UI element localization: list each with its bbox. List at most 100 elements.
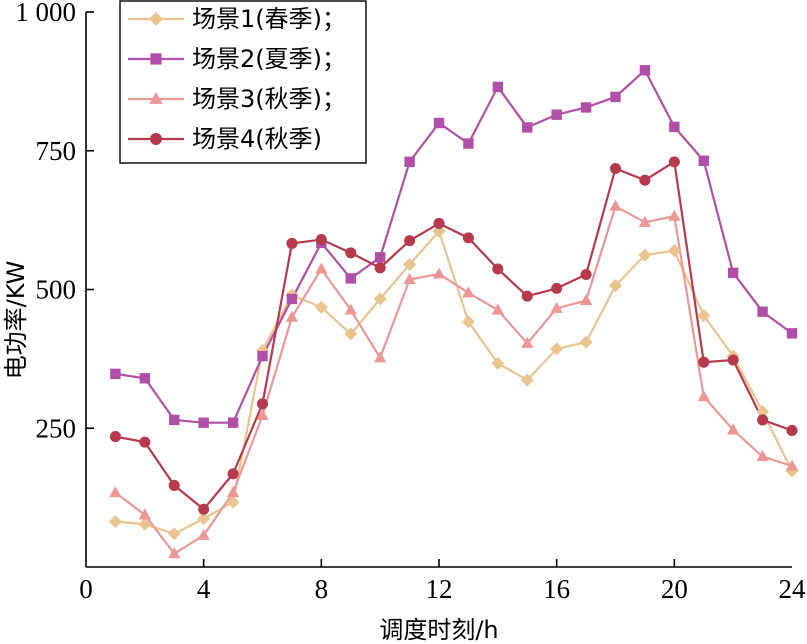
data-point-series-2	[374, 252, 386, 263]
data-point-series-3	[521, 336, 534, 348]
data-point-series-2	[639, 65, 651, 76]
data-point-series-3	[579, 294, 593, 306]
x-tick-label: 4	[197, 574, 211, 604]
data-point-series-3	[403, 273, 416, 285]
data-point-series-4	[580, 268, 592, 281]
data-point-series-1	[167, 527, 181, 541]
data-point-series-4	[168, 479, 180, 491]
data-point-series-1	[609, 279, 622, 293]
data-point-series-2	[580, 102, 592, 113]
legend: 场景1(春季)； 场景2(夏季)； 场景3(秋季)； 场景4(秋季)	[119, 0, 367, 164]
data-point-series-4	[727, 354, 739, 366]
data-point-series-2	[522, 122, 533, 133]
data-point-series-4	[315, 234, 327, 246]
data-point-series-2	[198, 417, 209, 428]
data-point-series-2	[463, 138, 474, 149]
series-markers	[108, 65, 799, 559]
data-point-series-3	[256, 408, 269, 421]
legend-marker-3	[149, 92, 163, 104]
x-tick-label: 20	[661, 574, 688, 604]
data-point-series-4	[639, 174, 651, 186]
data-point-series-3	[138, 508, 152, 520]
data-point-series-3	[197, 528, 210, 540]
y-axis-label: 电功率/KW	[2, 261, 30, 380]
data-point-series-2	[727, 267, 739, 279]
data-point-series-1	[403, 258, 417, 272]
data-point-series-3	[462, 286, 475, 298]
series-line-3	[114, 205, 793, 555]
data-point-series-3	[638, 215, 652, 227]
y-tick-label: 1 000	[15, 0, 76, 27]
data-point-series-4	[757, 414, 769, 426]
data-point-series-4	[374, 262, 386, 274]
data-point-series-2	[433, 117, 445, 129]
data-point-series-1	[108, 514, 122, 528]
data-point-series-3	[785, 459, 799, 471]
data-point-series-1	[520, 373, 534, 387]
data-point-series-3	[668, 209, 681, 221]
data-point-series-4	[462, 232, 474, 244]
legend-marker-4	[150, 133, 162, 145]
data-point-series-3	[226, 486, 240, 498]
data-point-series-4	[404, 235, 416, 247]
data-point-series-4	[786, 424, 798, 436]
data-point-series-3	[609, 199, 622, 211]
data-point-series-2	[169, 414, 180, 426]
data-point-series-4	[668, 156, 680, 168]
data-point-series-4	[109, 431, 121, 443]
legend-label-4: 场景4(秋季)	[192, 125, 322, 153]
data-point-series-2	[404, 156, 415, 168]
data-point-series-1	[638, 248, 652, 262]
data-point-series-2	[345, 273, 356, 284]
data-point-series-1	[550, 342, 564, 356]
data-point-series-4	[492, 263, 504, 275]
data-point-series-4	[345, 247, 357, 259]
data-point-series-1	[697, 309, 711, 323]
data-point-series-2	[139, 373, 151, 384]
data-point-series-3	[315, 262, 328, 274]
data-point-series-2	[551, 109, 562, 120]
data-point-series-1	[226, 495, 240, 509]
series-line-1	[115, 230, 793, 535]
y-tick-label: 500	[36, 275, 77, 305]
data-point-series-1	[314, 300, 328, 314]
data-point-series-2	[227, 417, 239, 428]
data-point-series-2	[286, 293, 298, 305]
data-point-series-1	[491, 356, 505, 370]
data-point-series-1	[579, 335, 593, 349]
legend-label-3: 场景3(秋季)；	[192, 85, 346, 113]
x-tick-label: 16	[543, 574, 570, 604]
x-tick-label: 12	[426, 574, 453, 604]
data-point-series-3	[109, 486, 122, 498]
data-point-series-3	[344, 303, 357, 315]
data-point-series-4	[256, 398, 269, 410]
x-tick-label: 0	[79, 574, 93, 604]
data-point-series-4	[139, 436, 151, 448]
data-point-series-2	[492, 81, 504, 93]
data-point-series-2	[257, 350, 268, 362]
x-tick-label: 8	[315, 574, 329, 604]
data-point-series-2	[669, 121, 680, 133]
legend-label-2: 场景2(夏季)；	[192, 45, 346, 73]
x-tick-label: 24	[779, 574, 807, 604]
data-point-series-3	[491, 303, 505, 315]
y-tick-label: 750	[36, 136, 77, 166]
data-point-series-3	[697, 390, 710, 402]
data-point-series-3	[168, 547, 181, 559]
data-point-series-1	[373, 292, 387, 306]
data-point-series-3	[432, 267, 446, 279]
data-point-series-4	[198, 503, 210, 515]
data-point-series-4	[698, 356, 710, 368]
series-line-4	[115, 160, 793, 511]
data-point-series-1	[667, 244, 681, 258]
data-point-series-1	[432, 224, 446, 238]
data-point-series-4	[551, 282, 563, 294]
data-point-series-3	[550, 301, 563, 313]
data-point-series-4	[227, 468, 239, 480]
legend-marker-2	[150, 53, 162, 65]
data-point-series-3	[373, 351, 387, 363]
data-point-series-2	[757, 306, 768, 317]
data-point-series-2	[110, 368, 121, 380]
legend-label-1: 场景1(春季)；	[192, 5, 346, 33]
data-point-series-1	[461, 315, 475, 329]
